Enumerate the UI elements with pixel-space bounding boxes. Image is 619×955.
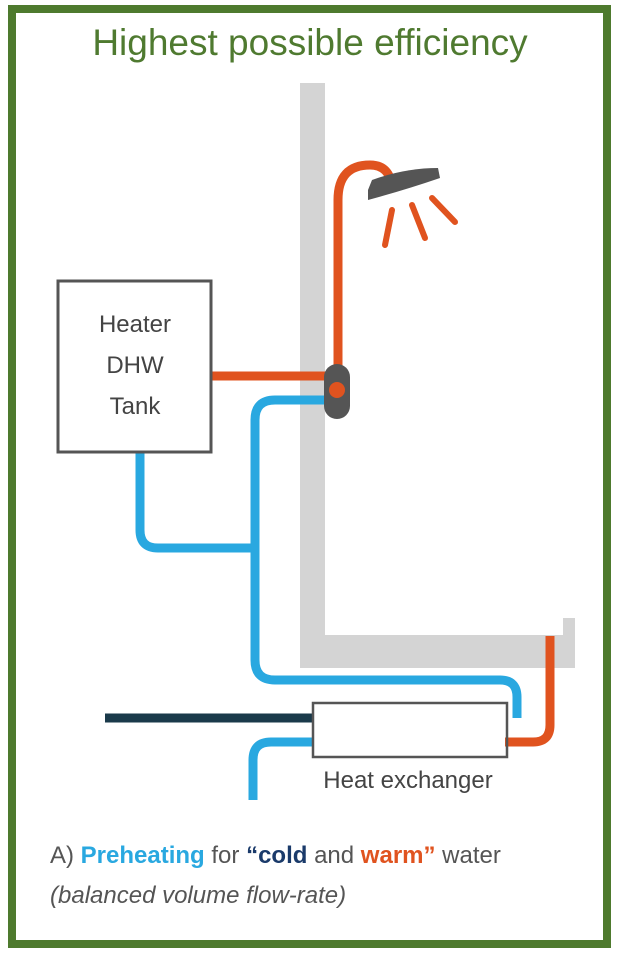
shower-head: [368, 168, 440, 200]
pipes: [105, 160, 555, 800]
caption-part: Preheating: [80, 842, 205, 869]
exchanger-label: Heat exchanger: [323, 767, 492, 794]
heater-line: DHW: [106, 352, 164, 379]
caption-note: (balanced volume flow-rate): [50, 882, 347, 909]
heater-box: [56, 279, 213, 454]
caption-part: water: [442, 842, 501, 869]
caption-part: A): [50, 842, 74, 869]
caption-part: and: [314, 842, 355, 869]
wall: [300, 83, 575, 668]
caption-part: for: [211, 842, 240, 869]
caption: A) Preheating for “cold and warm” water: [50, 842, 501, 870]
caption-part: “cold: [246, 842, 308, 869]
title: Highest possible efficiency: [92, 22, 528, 63]
exchanger-box: [311, 701, 509, 759]
caption-part: warm”: [360, 842, 436, 869]
heater-line: Tank: [110, 393, 162, 420]
heater-line: Heater: [99, 311, 171, 338]
mixer-dot: [329, 382, 345, 398]
water-drops: [382, 195, 458, 248]
